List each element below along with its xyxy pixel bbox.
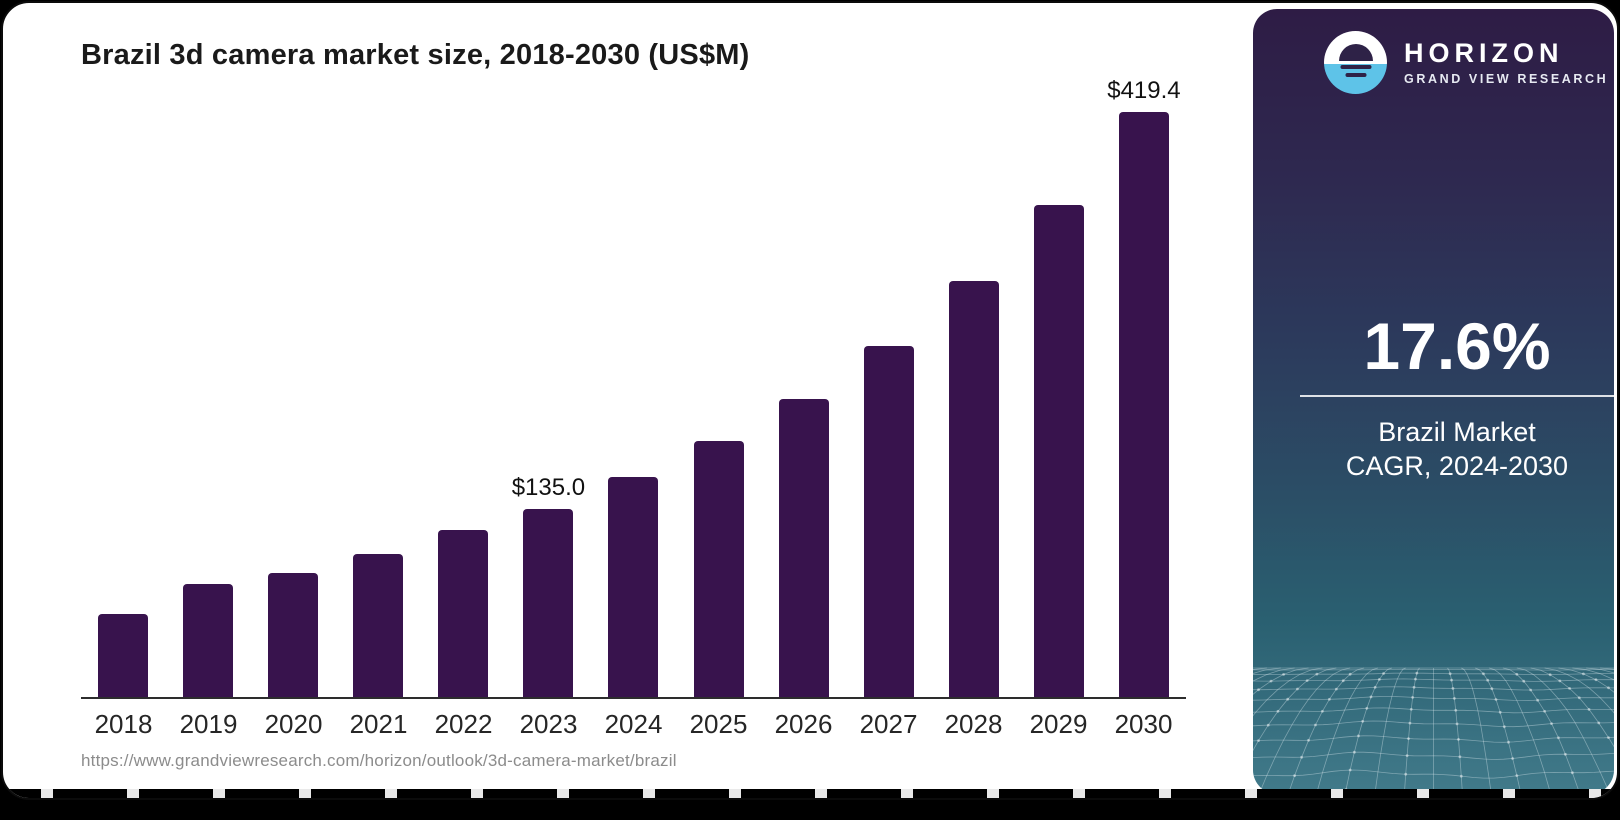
bar-2021 bbox=[353, 554, 404, 697]
x-tick-label-2026: 2026 bbox=[774, 709, 833, 739]
x-tick-label-2027: 2027 bbox=[859, 709, 918, 739]
bar-2024 bbox=[608, 477, 659, 697]
bar-column-2029 bbox=[1033, 204, 1084, 697]
bar-2023 bbox=[523, 508, 574, 697]
chart-title: Brazil 3d camera market size, 2018-2030 … bbox=[81, 39, 750, 71]
stat-divider bbox=[1300, 395, 1614, 397]
source-url: https://www.grandviewresearch.com/horizo… bbox=[81, 751, 677, 770]
bar-column-2028 bbox=[948, 281, 999, 697]
cagr-stat: 17.6% Brazil Market CAGR, 2024-2030 bbox=[1253, 309, 1614, 483]
plot-area: $135.0 $419.4 bbox=[81, 73, 1186, 697]
x-tick-label-2018: 2018 bbox=[94, 709, 153, 739]
brand-tagline: GRAND VIEW RESEARCH bbox=[1404, 72, 1609, 87]
horizon-sunset-icon bbox=[1324, 31, 1387, 94]
x-tick-label-2030: 2030 bbox=[1114, 709, 1173, 739]
brand-name: HORIZON bbox=[1404, 37, 1564, 68]
x-axis-labels: 2018 2019 2020 2021 2022 2023 2024 2025 2026 2027… bbox=[81, 709, 1186, 740]
bar-column-2020 bbox=[268, 573, 319, 697]
cagr-caption: Brazil Market CAGR, 2024-2030 bbox=[1253, 415, 1614, 483]
cagr-value: 17.6% bbox=[1363, 309, 1551, 383]
bar-column-2023: $135.0 bbox=[512, 474, 585, 697]
x-tick-label-2022: 2022 bbox=[434, 709, 493, 739]
brand-logo: HORIZON GRAND VIEW RESEARCH bbox=[1324, 31, 1608, 94]
bar-2030 bbox=[1118, 112, 1169, 697]
bar-value-label-2030: $419.4 bbox=[1107, 77, 1181, 104]
sidebar-panel: HORIZON GRAND VIEW RESEARCH 17.6% Brazil… bbox=[1253, 9, 1614, 794]
bottom-edge-dashes bbox=[3, 789, 1617, 798]
bar-value-label-2023: $135.0 bbox=[511, 473, 586, 501]
bar-column-2024 bbox=[608, 477, 659, 697]
bar-2022 bbox=[438, 530, 489, 697]
cagr-caption-line2: CAGR, 2024-2030 bbox=[1345, 451, 1569, 481]
cagr-caption-line1: Brazil Market bbox=[1378, 417, 1536, 447]
bar-chart: $135.0 $419.4 2018 2019 2020 2021 2022 2023 202… bbox=[81, 73, 1186, 740]
bar-2028 bbox=[948, 281, 999, 697]
x-tick-label-2029: 2029 bbox=[1029, 709, 1088, 739]
bar-2020 bbox=[268, 573, 319, 697]
bar-2025 bbox=[693, 441, 744, 697]
bar-2018 bbox=[98, 613, 148, 697]
x-tick-label-2023: 2023 bbox=[519, 709, 578, 739]
x-tick-label-2019: 2019 bbox=[179, 709, 238, 739]
bar-column-2026 bbox=[778, 398, 829, 697]
bar-column-2027 bbox=[863, 345, 914, 697]
bar-2026 bbox=[778, 398, 829, 697]
bar-column-2030: $419.4 bbox=[1107, 77, 1181, 697]
wireframe-grid-graphic bbox=[1253, 667, 1614, 794]
bar-column-2022 bbox=[438, 530, 489, 697]
x-tick-label-2028: 2028 bbox=[944, 709, 1003, 739]
bar-2029 bbox=[1033, 204, 1084, 697]
bar-column-2021 bbox=[353, 554, 404, 697]
x-tick-label-2021: 2021 bbox=[349, 709, 408, 739]
x-tick-label-2020: 2020 bbox=[264, 709, 323, 739]
bar-2027 bbox=[863, 345, 914, 697]
bar-column-2018 bbox=[98, 613, 148, 697]
x-tick-label-2024: 2024 bbox=[604, 709, 663, 739]
brand-text: HORIZON GRAND VIEW RESEARCH bbox=[1404, 37, 1609, 87]
bar-column-2019 bbox=[183, 583, 234, 697]
bar-column-2025 bbox=[693, 441, 744, 697]
report-card: Brazil 3d camera market size, 2018-2030 … bbox=[1, 1, 1619, 800]
x-tick-label-2025: 2025 bbox=[689, 709, 748, 739]
bar-2019 bbox=[183, 583, 234, 697]
x-axis-line bbox=[81, 697, 1186, 699]
